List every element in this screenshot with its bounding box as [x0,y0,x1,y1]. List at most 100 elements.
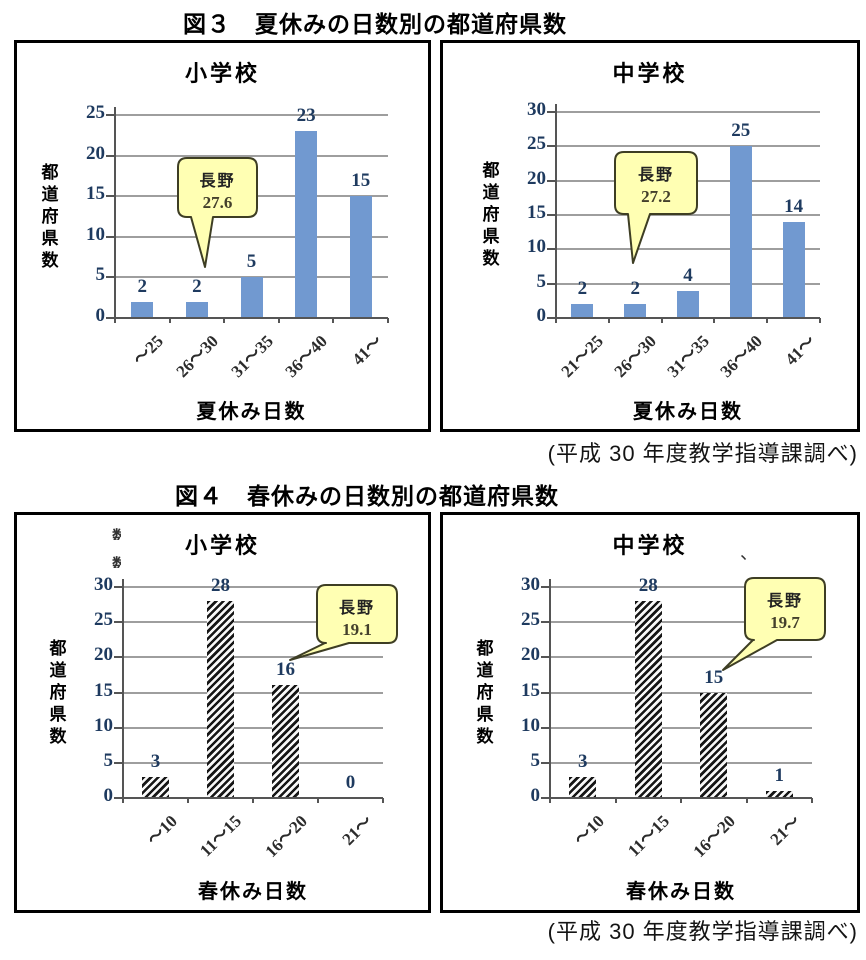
x-axis-line [556,317,820,319]
y-tick-mark [114,726,122,729]
x-tick-label: 31～35 [663,331,713,382]
y-tick-label: 10 [521,714,540,736]
x-tick-label: 21～25 [557,331,608,382]
bar [677,290,699,318]
figure3-source: (平成 30 年度教学指導課調べ) [547,441,858,466]
gridline [550,691,812,694]
callout-value-label: 19.7 [770,613,800,632]
gridline [550,726,812,729]
x-tick-label: 21～ [337,811,376,850]
callout-prefecture-label: 長野 [338,600,375,617]
bar [295,131,318,318]
chart-title: 小学校 [184,533,260,558]
x-tick-mark [252,798,254,803]
y-tick-mark [106,195,114,198]
y-axis-title: 都道府県数 [30,162,70,272]
callout-prefecture-label: 長野 [766,593,803,610]
gridline [550,586,812,588]
bar [569,776,597,798]
y-axis-title-char: 県 [482,227,500,246]
y-tick-mark [547,111,555,113]
y-axis-line [114,107,116,318]
x-tick-label: 11～15 [196,811,246,861]
y-tick-label: 30 [521,574,540,595]
y-tick-mark [541,586,549,588]
y-tick-mark [541,797,549,799]
x-axis-title: 夏休み日数 [196,401,307,423]
bar [571,304,594,318]
bar-value-label: 2 [630,278,640,300]
bar [634,601,662,798]
y-tick-mark [547,145,555,148]
fig4-elementary-chart: 小学校都道府県数 3 28 16 0 0 5 10 15 20 25 30 ～10 11～15 16～20 2… [17,515,428,910]
y-tick-mark [541,621,549,624]
y-axis-title: 都道府県数 [465,638,505,748]
x-tick-label: 11～15 [624,811,674,861]
y-tick-label: 10 [86,223,105,245]
callout-annotation: 長野 27.6 [178,158,257,217]
x-tick-label: 31～35 [226,331,277,382]
y-tick-label: 25 [94,609,113,631]
x-tick-mark [387,318,389,323]
bar [131,301,154,318]
fig3-elementary-panel: 小学校都道府県数 2 2 5 23 15 0 5 10 15 20 25 ～25 26～30 31～35 36… [14,40,431,432]
y-axis-title-char: 都 [482,161,500,180]
x-tick-mark [382,798,384,803]
x-tick-label: 41～ [348,331,386,370]
bar-value-label: 3 [150,750,161,772]
x-axis-title: 夏休み日数 [633,401,743,423]
fig3-junior-panel: 中学校都道府県数 2 2 4 25 14 0 5 10 15 20 25 30 21～25 26～30 31～… [440,40,860,432]
x-tick-mark [223,318,226,323]
y-tick-mark [547,248,555,251]
gridline [115,276,388,279]
bar [765,790,793,798]
chart-title: 中学校 [612,61,688,86]
y-tick-label: 25 [527,133,546,155]
y-tick-label: 5 [530,749,541,771]
y-tick-mark [547,214,555,216]
y-tick-mark [106,235,114,238]
x-tick-mark [713,318,716,323]
bar-value-label: 25 [731,120,751,142]
y-axis-title-char: 府 [482,205,500,224]
y-tick-label: 15 [527,202,546,223]
y-axis-title: 都道府県数 [471,160,511,270]
y-axis-line [555,104,557,318]
y-tick-mark [114,761,122,764]
x-tick-mark [168,318,171,323]
y-tick-label: 30 [527,99,546,120]
bar-value-label: 1 [774,764,785,786]
x-axis-line [115,317,388,319]
y-tick-label: 10 [94,714,113,736]
y-tick-label: 25 [86,102,105,123]
bar-value-label: 2 [137,275,148,297]
y-tick-mark [106,114,114,116]
x-tick-label: ～10 [142,811,181,850]
gridline [556,145,820,148]
x-tick-label: 26～30 [172,331,222,382]
y-tick-mark [541,691,549,694]
y-axis-title-char: 道 [482,183,500,202]
plot-area: 3 28 15 1 [541,575,813,803]
y-axis-title-char: 都 [41,162,59,182]
y-tick-label: 0 [530,785,541,806]
bar-value-label: 28 [638,575,658,597]
y-axis-title-char: 県 [476,704,494,724]
x-axis-title: 春休み日数 [626,881,736,903]
y-axis-title-char: 道 [41,184,59,204]
bar [700,692,728,798]
fig3-elementary-chart: 小学校都道府県数 2 2 5 23 15 0 5 10 15 20 25 ～25 26～30 31～35 36… [17,43,428,429]
x-tick-mark [811,798,813,803]
plot-area: 2 2 5 23 15 [106,105,389,323]
y-tick-mark [547,317,555,319]
x-tick-mark [555,318,557,323]
y-tick-label: 5 [103,749,114,771]
callout-annotation: 長野 19.7 [745,578,825,640]
y-tick-mark [547,179,555,182]
bar-value-label: 0 [345,772,356,793]
x-tick-mark [187,798,189,803]
x-tick-mark [614,798,617,803]
callout-value-label: 27.6 [202,193,233,212]
x-tick-mark [766,318,769,323]
y-axis-title-char: 府 [41,206,59,226]
